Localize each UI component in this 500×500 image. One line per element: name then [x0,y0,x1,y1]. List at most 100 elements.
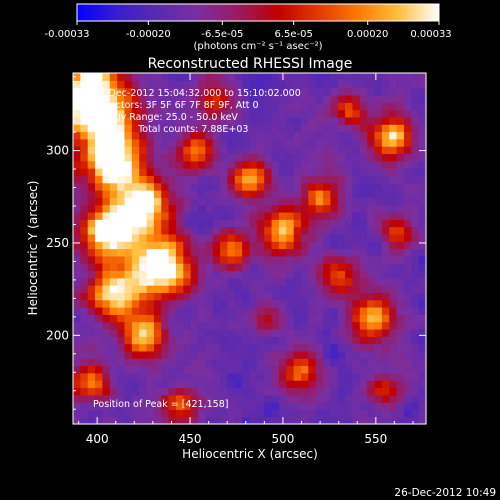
heatmap-cell [286,197,295,206]
heatmap-cell [359,416,368,425]
heatmap-cell [95,292,104,301]
heatmap-cell [264,263,273,272]
heatmap-cell [249,146,258,155]
heatmap-cell [242,73,251,81]
heatmap-cell [161,380,170,389]
heatmap-cell [308,365,317,374]
heatmap-cell [117,190,126,198]
heatmap-cell [330,204,339,213]
heatmap-cell [315,87,324,96]
heatmap-cell [146,204,155,213]
heatmap-cell [374,285,383,293]
heatmap-cell [175,160,184,169]
heatmap-cell [381,358,390,367]
heatmap-cell [330,160,339,169]
heatmap-cell [212,365,221,374]
heatmap-cell [403,387,412,396]
heatmap-cell [381,116,390,125]
heatmap-cell [139,277,148,286]
heatmap-cell [367,314,376,323]
heatmap-cell [264,343,273,352]
heatmap-cell [359,380,368,389]
heatmap-cell [256,146,265,155]
heatmap-cell [102,241,111,250]
heatmap-cell [161,138,170,147]
heatmap-cell [220,365,229,374]
colorbar: -0.00033 -0.00020 -6.5e-05 6.5e-05 0.00020 0.… [45,3,452,52]
heatmap-cell [168,409,177,418]
heatmap-cell [234,219,243,228]
heatmap-cell [389,409,398,418]
heatmap-cell [198,233,206,242]
heatmap-cell [131,365,140,374]
heatmap-cell [205,168,214,176]
heatmap-cell [95,80,104,89]
heatmap-cell [198,131,206,140]
heatmap-cell [315,102,324,111]
heatmap-cell [227,350,236,359]
heatmap-cell [131,307,140,315]
heatmap-cell [330,80,339,89]
heatmap-cell [381,387,390,396]
heatmap-cell [256,299,265,308]
heatmap-cell [168,277,177,286]
heatmap-cell [117,138,126,147]
heatmap-cell [161,109,170,118]
heatmap-cell [345,73,354,81]
heatmap-cell [293,402,302,410]
heatmap-cell [73,80,81,89]
heatmap-cell [190,109,199,118]
heatmap-cell [87,255,96,264]
heatmap-cell [80,160,89,169]
heatmap-cell [367,204,376,213]
heatmap-cell [323,182,331,191]
heatmap-cell [286,248,295,257]
heatmap-cell [308,138,317,147]
heatmap-cell [271,372,280,381]
heatmap-cell [264,409,273,418]
heatmap-cell [146,182,155,191]
heatmap-cell [161,285,170,293]
heatmap-cell [323,160,331,169]
heatmap-cell [381,241,390,250]
heatmap-cell [411,175,420,184]
heatmap-cell [124,270,133,279]
heatmap-cell [117,409,126,418]
x-tick-label: 500 [271,432,294,446]
heatmap-cell [234,190,243,198]
heatmap-cell [345,402,354,410]
heatmap-cell [131,153,140,162]
heatmap-cell [300,109,309,118]
heatmap-cell [411,402,420,410]
heatmap-cell [374,197,383,206]
heatmap-cell [381,175,390,184]
heatmap-cell [418,372,427,381]
heatmap-cell [198,182,206,191]
heatmap-cell [367,277,376,286]
heatmap-cell [271,87,280,96]
heatmap-cell [198,204,206,213]
heatmap-cell [146,380,155,389]
heatmap-cell [161,299,170,308]
heatmap-cell [411,307,420,315]
heatmap-cell [161,394,170,403]
heatmap-cell [367,146,376,155]
heatmap-cell [234,336,243,345]
heatmap-cell [300,219,309,228]
heatmap-cell [330,94,339,103]
heatmap-cell [242,160,251,169]
heatmap-cell [124,263,133,272]
heatmap-cell [109,182,118,191]
heatmap-cell [278,387,287,396]
heatmap-cell [168,138,177,147]
heatmap-cell [234,365,243,374]
heatmap-cell [205,270,214,279]
heatmap-cell [220,409,229,418]
heatmap-cell [256,160,265,169]
heatmap-cell [87,131,96,140]
heatmap-cell [367,387,376,396]
heatmap-cell [396,321,405,330]
heatmap-cell [249,328,258,337]
heatmap-cell [161,73,170,81]
heatmap-cell [234,146,243,155]
